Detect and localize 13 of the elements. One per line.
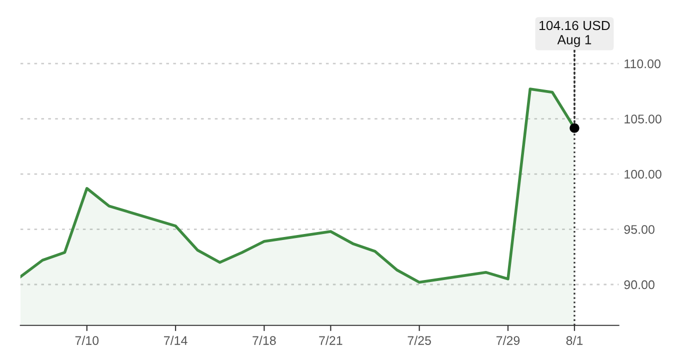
x-tick-label: 7/18 xyxy=(252,336,276,345)
y-tick-label: 90.00 xyxy=(624,280,654,290)
x-tick-label: 7/25 xyxy=(408,336,431,345)
x-tick-label: 7/14 xyxy=(164,336,188,345)
x-tick-label: 8/1 xyxy=(566,336,583,345)
x-tick-label: 7/29 xyxy=(496,336,520,345)
y-tick-label: 100.00 xyxy=(624,170,662,179)
y-tick-label: 110.00 xyxy=(624,59,660,68)
x-tick-label: 7/21 xyxy=(319,336,342,345)
y-tick-label: 95.00 xyxy=(624,225,654,234)
annotation: 104.16 USD Aug 1 xyxy=(540,20,610,47)
y-tick-label: 105.00 xyxy=(624,114,662,124)
x-tick-label: 7/10 xyxy=(75,336,99,345)
